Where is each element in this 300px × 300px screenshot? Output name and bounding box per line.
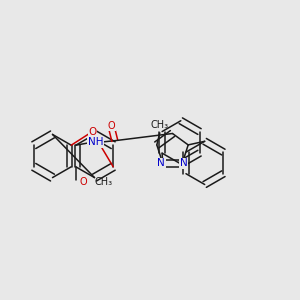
Text: O: O bbox=[108, 121, 116, 131]
Text: O: O bbox=[88, 127, 96, 137]
Text: CH₃: CH₃ bbox=[95, 177, 113, 187]
Text: N: N bbox=[180, 158, 188, 168]
Text: O: O bbox=[80, 177, 87, 187]
Text: CH₃: CH₃ bbox=[151, 120, 169, 130]
Text: N: N bbox=[158, 158, 165, 168]
Text: NH: NH bbox=[88, 137, 103, 147]
